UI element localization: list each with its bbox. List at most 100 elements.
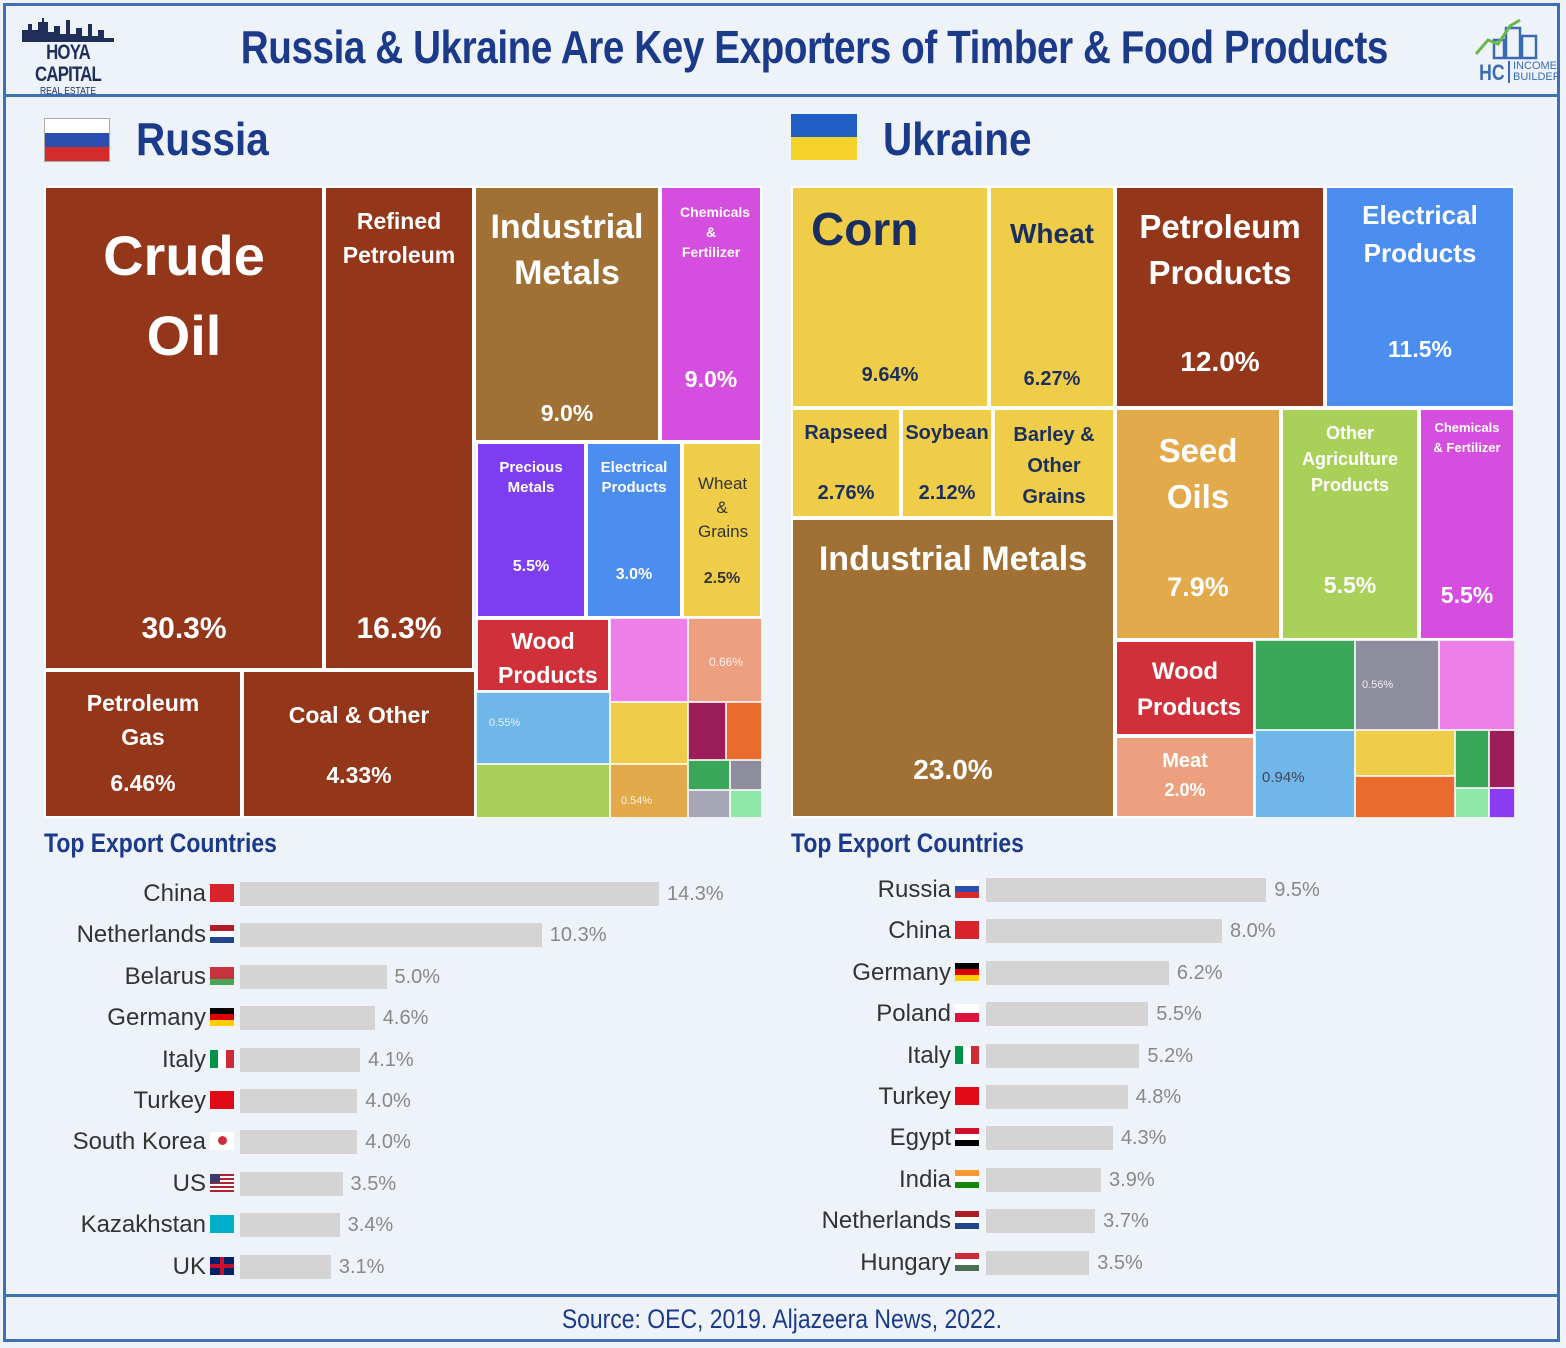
tm-ua-wood-products: Wood Products [1115, 640, 1255, 736]
tm-ru-chemicals-fertilizer: Chemicals & Fertilizer 9.0% [660, 186, 762, 442]
tm-ru-petroleum-gas-value: 6.46% [110, 770, 176, 796]
tm-ua-corn-label: Corn [811, 203, 919, 255]
ua-country-bar [986, 1250, 1090, 1275]
tm-ru-electrical-products-label: Electrical Products [600, 459, 668, 496]
ua-country-label: Italy [906, 1041, 951, 1069]
tm-ru-petroleum-gas-label: Petroleum Gas [86, 690, 200, 750]
tm-ua-minor-blue: 0.94% [1255, 730, 1355, 818]
ru-country-flag-icon [210, 925, 234, 944]
logo-right-line1: INCOME [1513, 60, 1557, 72]
ua-country-bar [986, 1126, 1113, 1151]
ru-country-flag-icon [210, 1215, 234, 1234]
ru-country-label: UK [172, 1252, 206, 1280]
tm-ru-wood-products: Wood Products [476, 618, 610, 692]
ru-country-value: 3.4% [347, 1214, 394, 1237]
tm-ua-industrial-metals-value: 23.0% [913, 754, 993, 785]
tm-ua-seed-oils-label: Seed Oils [1158, 432, 1238, 515]
ua-country-flag-icon [955, 1169, 979, 1188]
ua-country-label: India [898, 1165, 951, 1193]
tm-ua-soybean-value: 2.12% [918, 482, 976, 504]
ru-country-value: 14.3% [666, 883, 724, 905]
tm-ru-minor-orange [726, 702, 762, 760]
ru-country-bar [240, 923, 542, 948]
tm-ua-other-agriculture-label: Other Agriculture Products [1301, 423, 1398, 495]
infographic-frame: HOYA CAPITAL REAL ESTATE Russia & Ukrain… [3, 3, 1561, 1342]
tm-ru-wheat-grains-label: Wheat & Grains [698, 474, 749, 541]
building-chart-icon [1474, 18, 1538, 60]
tm-ua-rapseed-label: Rapseed [804, 422, 888, 444]
header: HOYA CAPITAL REAL ESTATE Russia & Ukrain… [6, 6, 1561, 97]
ru-country-label: Germany [107, 1004, 206, 1032]
tm-ua-wheat-label: Wheat [1010, 218, 1094, 249]
tm-ru-industrial-metals: Industrial Metals 9.0% [474, 186, 660, 442]
tm-ru-crude-oil-label: Crude Oil [103, 224, 265, 367]
tm-ru-coal-other-value: 4.33% [326, 762, 392, 788]
ua-country-value: 4.8% [1135, 1086, 1182, 1108]
tm-ua-chemicals-fertilizer-value: 5.5% [1440, 582, 1494, 608]
tm-ru-petroleum-gas: Petroleum Gas 6.46% [44, 670, 242, 818]
ua-country-value: 6.2% [1176, 961, 1223, 984]
ua-country-bar [986, 878, 1267, 902]
ru-country-bar [240, 1213, 340, 1238]
tm-ru-minor-teal [688, 760, 730, 790]
ru-country-flag-icon [210, 1091, 234, 1109]
ua-country-bar [986, 960, 1169, 985]
skyline-icon [22, 18, 114, 42]
tm-ua-soybean: Soybean 2.12% [901, 408, 993, 518]
tm-ua-industrial-metals-label: Industrial Metals [818, 540, 1088, 578]
page-title: Russia & Ukraine Are Key Exporters of Ti… [240, 21, 1389, 73]
tm-ua-corn: Corn 9.64% [791, 186, 989, 408]
ua-country-flag-icon [955, 1087, 979, 1105]
tm-ua-barley-other-grains: Barley & Other Grains [993, 408, 1115, 518]
ru-country-bar [240, 964, 387, 989]
ua-country-value: 3.5% [1097, 1251, 1143, 1274]
tm-ru-refined-petroleum: Refined Petroleum 16.3% [324, 186, 474, 670]
ru-country-value: 4.0% [365, 1131, 411, 1154]
ua-country-bar [986, 1167, 1102, 1192]
tm-ru-industrial-metals-label: Industrial Metals [490, 208, 644, 292]
tm-ru-minor-blue: 0.55% [476, 692, 610, 764]
ua-country-flag-icon [955, 1252, 979, 1271]
ru-country-flag-icon [210, 1132, 234, 1151]
ua-country-bar [986, 1043, 1140, 1068]
ru-country-value: 3.5% [350, 1172, 397, 1195]
logo-left-tagline: REAL ESTATE [39, 86, 97, 97]
ua-country-bar [986, 1209, 1096, 1234]
ru-country-flag-icon [210, 966, 234, 985]
ru-country-value: 3.1% [338, 1255, 385, 1278]
ua-country-value: 3.7% [1103, 1210, 1149, 1233]
ru-country-value: 4.6% [382, 1007, 429, 1030]
ukraine-flag [791, 114, 857, 160]
tm-ru-minor-gray [730, 760, 762, 790]
tm-ua-chemicals-fertilizer: Chemicals & Fertilizer 5.5% [1419, 408, 1515, 640]
tm-ua-wheat: Wheat 6.27% [989, 186, 1115, 408]
ru-country-label: US [172, 1169, 206, 1197]
ukraine-countries-title: Top Export Countries [791, 828, 1024, 858]
ru-country-flag-icon [210, 1256, 234, 1275]
ru-country-bar [240, 1006, 375, 1031]
tm-ua-soybean-label: Soybean [905, 422, 989, 444]
ua-country-flag-icon [955, 1128, 979, 1147]
tm-ru-coal-other-label: Coal & Other [288, 702, 430, 728]
tm-ua-meat-value: 2.0% [1164, 780, 1206, 800]
ru-country-label: Kazakhstan [80, 1211, 206, 1239]
tm-ru-electrical-products: Electrical Products 3.0% [586, 442, 682, 618]
tm-ua-minor-violet [1489, 788, 1515, 818]
ua-country-flag-icon [955, 962, 979, 981]
ru-country-value: 5.0% [394, 965, 441, 988]
tm-ua-minor-gray: 0.56% [1355, 640, 1439, 730]
tm-ua-seed-oils: Seed Oils 7.9% [1115, 408, 1281, 640]
logo-right-hc: HC [1479, 60, 1505, 85]
russia-countries-title: Top Export Countries [44, 828, 277, 858]
tm-ua-electrical-products: Electrical Products 11.5% [1325, 186, 1515, 408]
ru-country-flag-icon [210, 1008, 234, 1027]
ru-country-bar [240, 1047, 361, 1072]
ua-country-flag-icon [955, 1004, 979, 1023]
tm-ua-minor-pink [1439, 640, 1515, 730]
ru-country-bar [240, 882, 659, 906]
tm-ua-electrical-products-label: Electrical Products [1362, 200, 1478, 268]
tm-ua-other-agriculture-value: 5.5% [1323, 572, 1377, 598]
tm-ua-minor-green [1255, 640, 1355, 730]
tm-ru-precious-metals-label: Precious Metals [499, 459, 563, 496]
tm-ua-meat-label: Meat [1162, 750, 1208, 772]
